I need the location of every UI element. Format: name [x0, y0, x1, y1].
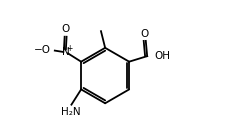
Text: OH: OH — [155, 51, 171, 61]
Text: O: O — [141, 29, 149, 39]
Text: N: N — [62, 47, 70, 57]
Text: H₂N: H₂N — [61, 107, 80, 117]
Text: O: O — [61, 24, 70, 34]
Text: +: + — [66, 44, 72, 53]
Text: −O: −O — [34, 45, 51, 55]
